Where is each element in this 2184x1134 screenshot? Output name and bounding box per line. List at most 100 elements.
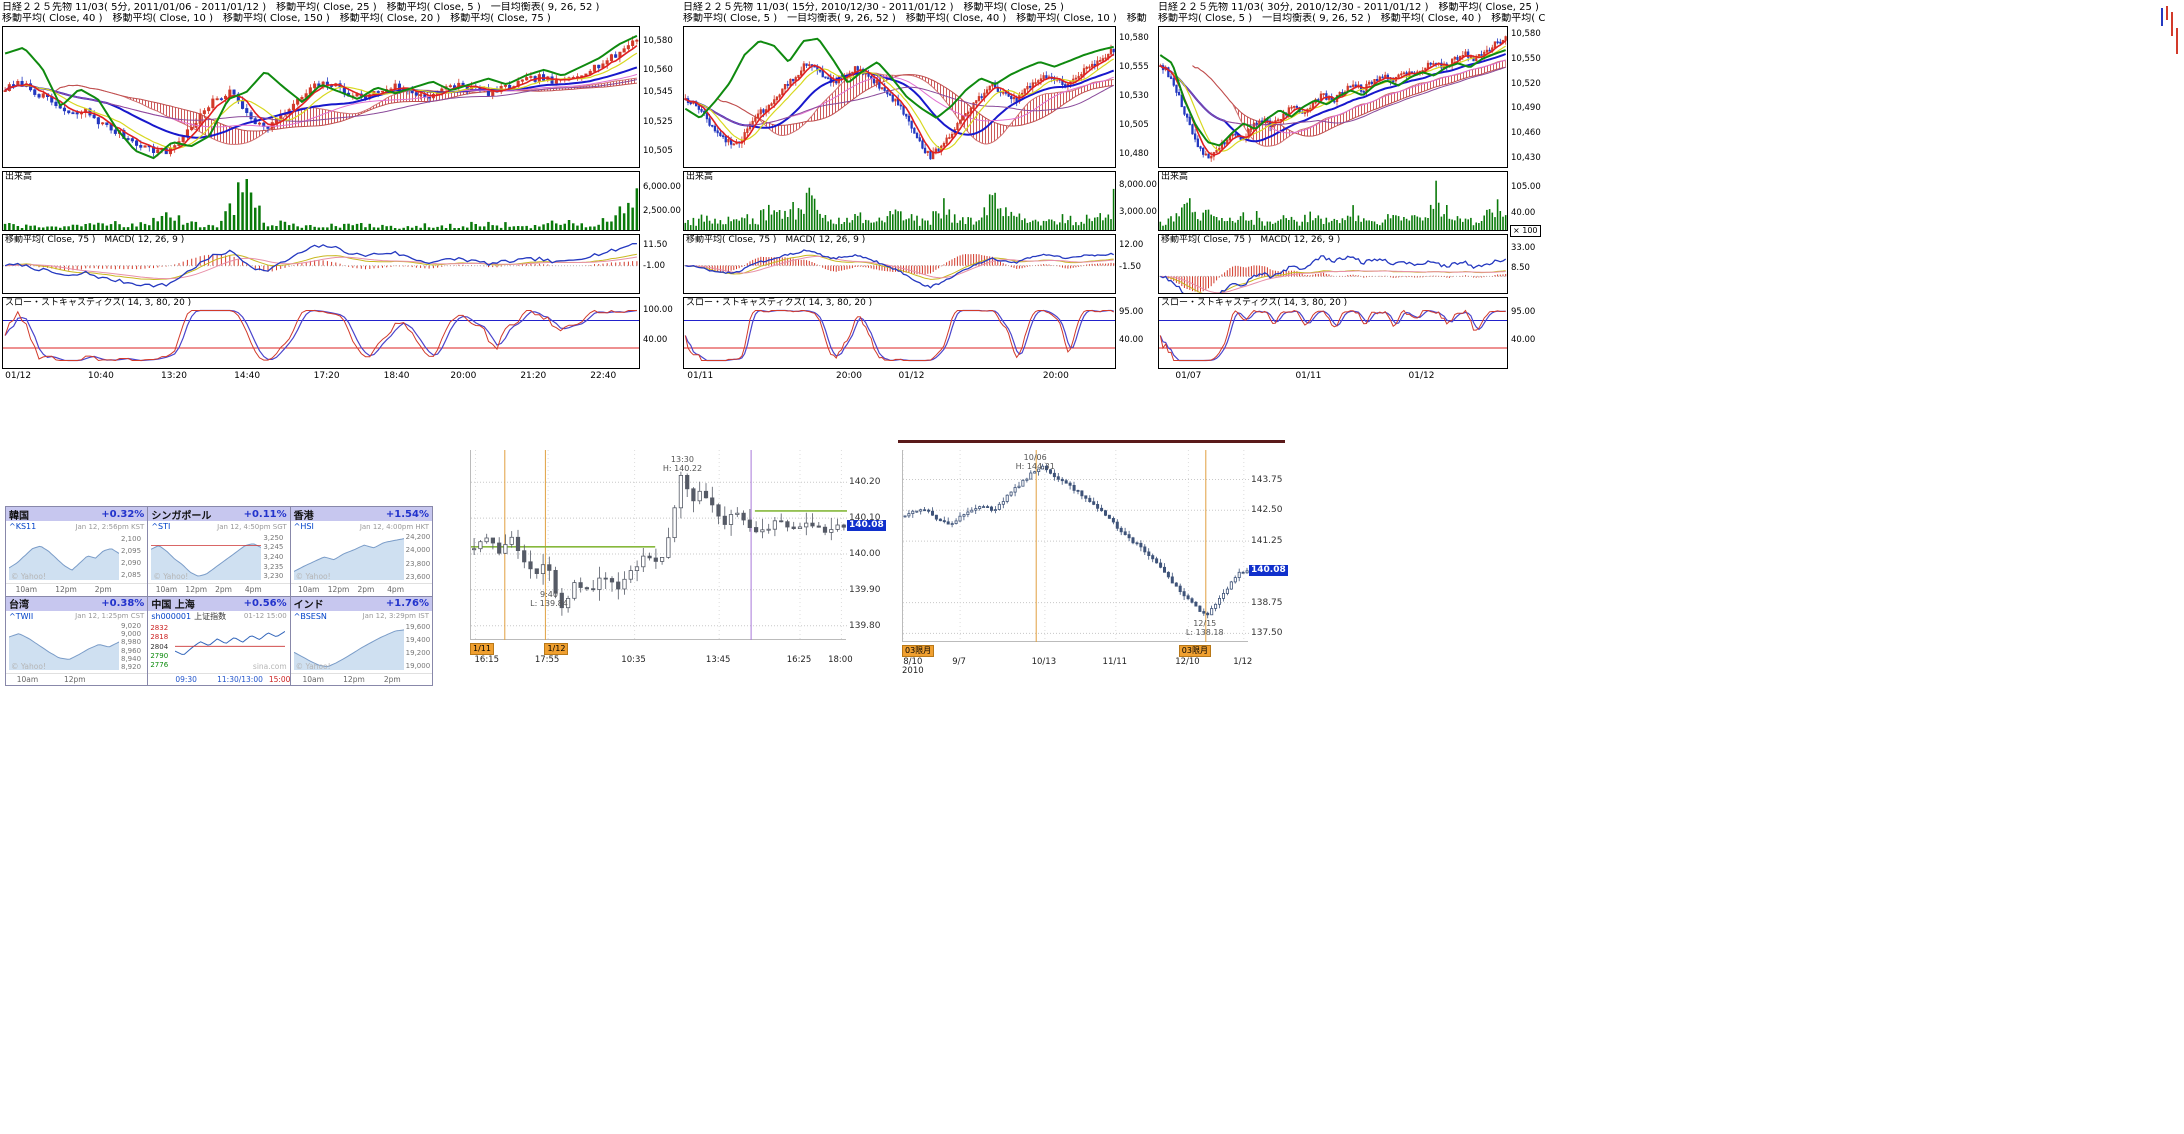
market-timestamp: Jan 12, 4:50pm SGT [217, 522, 287, 531]
partial-chart-sliver [2156, 2, 2182, 62]
stochastics-panel[interactable]: スロー・ストキャスティクス( 14, 3, 80, 20 ) [1158, 297, 1508, 369]
fx-plot-area[interactable] [470, 450, 847, 640]
volume-plot[interactable] [684, 172, 1115, 230]
price-plot[interactable] [1159, 27, 1507, 167]
mini-time-label: 10am [302, 674, 324, 684]
macd-plot[interactable] [3, 235, 639, 293]
fx-time-label: 9/7 [952, 658, 966, 667]
price-axis-label: 10,580 [1511, 29, 1541, 40]
mini-axis-label: 24,000 [405, 546, 431, 555]
stochastics-label: スロー・ストキャスティクス( 14, 3, 80, 20 ) [5, 298, 192, 308]
mini-chart-plot[interactable] [293, 534, 404, 580]
price-plot[interactable] [684, 27, 1115, 167]
annotation-line: H: 144.31 [1015, 462, 1055, 472]
market-ticker[interactable]: ^KS11 [9, 522, 37, 531]
volume-panel[interactable]: 出来高 [2, 171, 640, 231]
market-widget-header: 中国 上海 +0.56% [148, 596, 290, 611]
macd-panel[interactable]: 移動平均( Close, 75 ) MACD( 12, 26, 9 ) [2, 234, 640, 294]
date-box: 03限月 [1178, 645, 1211, 657]
nikkei-chart-nikkei225-15min: 日経２２５先物 11/03( 15分, 2010/12/30 - 2011/01… [683, 2, 1157, 384]
market-ticker[interactable]: ^HSI [293, 522, 314, 531]
annotation-line: 10/06 [1023, 453, 1047, 463]
price-axis-label: 10,555 [1119, 61, 1149, 72]
market-mini-chart[interactable]: 9,020 9,000 8,980 8,960 8,940 8,920 © Yahoo! [6, 622, 148, 674]
market-widget-header: シンガポール +0.11% [148, 507, 290, 522]
macd-panel[interactable]: 移動平均( Close, 75 ) MACD( 12, 26, 9 ) [683, 234, 1116, 294]
price-axis-label: 10,560 [643, 65, 673, 76]
price-panel[interactable] [1158, 26, 1508, 168]
market-widget-subheader: ^KS11 Jan 12, 2:56pm KST [6, 521, 147, 532]
mini-chart-plot[interactable] [293, 624, 404, 670]
market-timestamp: Jan 12, 3:29pm IST [362, 612, 429, 620]
macd-panel[interactable]: 移動平均( Close, 75 ) MACD( 12, 26, 9 ) [1158, 234, 1508, 294]
fx-time-label: 1/12 [1233, 658, 1252, 667]
chart-title-line2: 移動平均( Close, 5 ) 一目均衡表( 9, 26, 52 ) 移動平均… [1158, 13, 1546, 24]
watermark: © Yahoo! [11, 572, 46, 581]
volume-plot[interactable] [1159, 172, 1507, 230]
fx-axis-label: 139.80 [849, 620, 881, 631]
macd-plot[interactable] [684, 235, 1115, 293]
volume-panel[interactable]: 出来高 [1158, 171, 1508, 231]
time-axis-label: 01/12 [898, 371, 925, 381]
mini-time-label: 12pm [55, 585, 77, 594]
mini-time-label: 09:30 [175, 674, 197, 684]
mini-axis-label: 3,245 [263, 543, 284, 552]
stochastics-plot[interactable] [684, 298, 1115, 368]
market-mini-xaxis: 10am 12pm 2pm 4pm [291, 584, 432, 595]
time-axis-label: 01/07 [1175, 371, 1202, 381]
volume-plot[interactable] [3, 172, 639, 230]
fx-axis-label: 141.25 [1251, 536, 1283, 547]
fx-axis-label: 140.20 [849, 477, 881, 488]
market-ticker[interactable]: ^STI [151, 522, 171, 531]
stochastics-axis-label: 40.00 [1511, 334, 1536, 345]
fx-plot-area[interactable] [902, 450, 1249, 642]
market-ticker[interactable]: sh000001 [151, 611, 192, 621]
nikkei-chart-nikkei225-5min: 日経２２５先物 11/03( 5分, 2011/01/06 - 2011/01/… [2, 2, 681, 384]
price-panel[interactable] [2, 26, 640, 168]
stochastics-plot[interactable] [1159, 298, 1507, 368]
mini-axis-label: 2832 [150, 623, 169, 632]
mini-chart-plot[interactable] [9, 534, 119, 580]
fx-candles-plot[interactable] [471, 450, 847, 640]
time-axis-label: 01/11 [687, 371, 714, 381]
market-ticker[interactable]: ^BSESN [293, 611, 327, 621]
market-mini-chart[interactable]: 2,100 2,095 2,090 2,085 © Yahoo! [6, 532, 148, 584]
volume-panel[interactable]: 出来高 [683, 171, 1116, 231]
macd-label: 移動平均( Close, 75 ) MACD( 12, 26, 9 ) [5, 235, 185, 245]
stochastics-panel[interactable]: スロー・ストキャスティクス( 14, 3, 80, 20 ) [683, 297, 1116, 369]
mini-chart-plot[interactable] [151, 534, 262, 580]
price-axis-label: 10,530 [1119, 91, 1149, 101]
stochastics-panel[interactable]: スロー・ストキャスティクス( 14, 3, 80, 20 ) [2, 297, 640, 369]
market-mini-chart[interactable]: 2832 2818 2804 2790 2776 sina.com [148, 622, 290, 674]
market-mini-chart[interactable]: 3,250 3,245 3,240 3,235 3,230 © Yahoo! [148, 532, 290, 584]
market-widget-header: インド +1.76% [290, 596, 432, 611]
stochastics-plot[interactable] [3, 298, 639, 368]
annotation-line: 12/15 [1193, 618, 1217, 628]
mini-axis-label: 2,085 [121, 571, 142, 580]
volume-axis-label: 8,000.00 [1119, 179, 1157, 190]
price-plot[interactable] [3, 27, 639, 167]
macd-label: 移動平均( Close, 75 ) MACD( 12, 26, 9 ) [686, 235, 866, 245]
market-name: 中国 上海 [151, 600, 195, 611]
watermark: © Yahoo! [153, 572, 189, 581]
mini-chart-plot[interactable] [9, 624, 119, 670]
market-ticker[interactable]: ^TWII [9, 611, 34, 621]
market-mini-chart[interactable]: 24,200 24,000 23,800 23,600 © Yahoo! [290, 532, 432, 584]
mini-axis-label: 2790 [150, 651, 169, 660]
market-name: 香港 [293, 510, 314, 522]
mini-time-label: 15:00 [268, 674, 291, 684]
price-panel[interactable] [683, 26, 1116, 168]
mini-axis-label: 9,000 [121, 629, 142, 638]
fx-candles-plot[interactable] [902, 450, 1249, 642]
mini-time-label: 4pm [244, 585, 262, 594]
market-mini-chart[interactable]: 19,600 19,400 19,200 19,000 © Yahoo! [290, 622, 432, 674]
partial-chart-sliver-plot [2161, 6, 2178, 54]
macd-axis-label: 12.00 [1119, 240, 1144, 251]
mini-axis-label: 19,200 [405, 649, 431, 658]
mini-axis-label: 2,100 [121, 534, 142, 543]
market-widget-^BSESN: インド +1.76% ^BSESN Jan 12, 3:29pm IST 19,600 1… [290, 596, 433, 686]
volume-label: 出来高 [686, 172, 714, 182]
macd-plot[interactable] [1159, 235, 1507, 293]
mini-chart-plot[interactable] [175, 624, 286, 670]
market-mini-xaxis: 10am 12pm 2pm 4pm [148, 584, 289, 595]
